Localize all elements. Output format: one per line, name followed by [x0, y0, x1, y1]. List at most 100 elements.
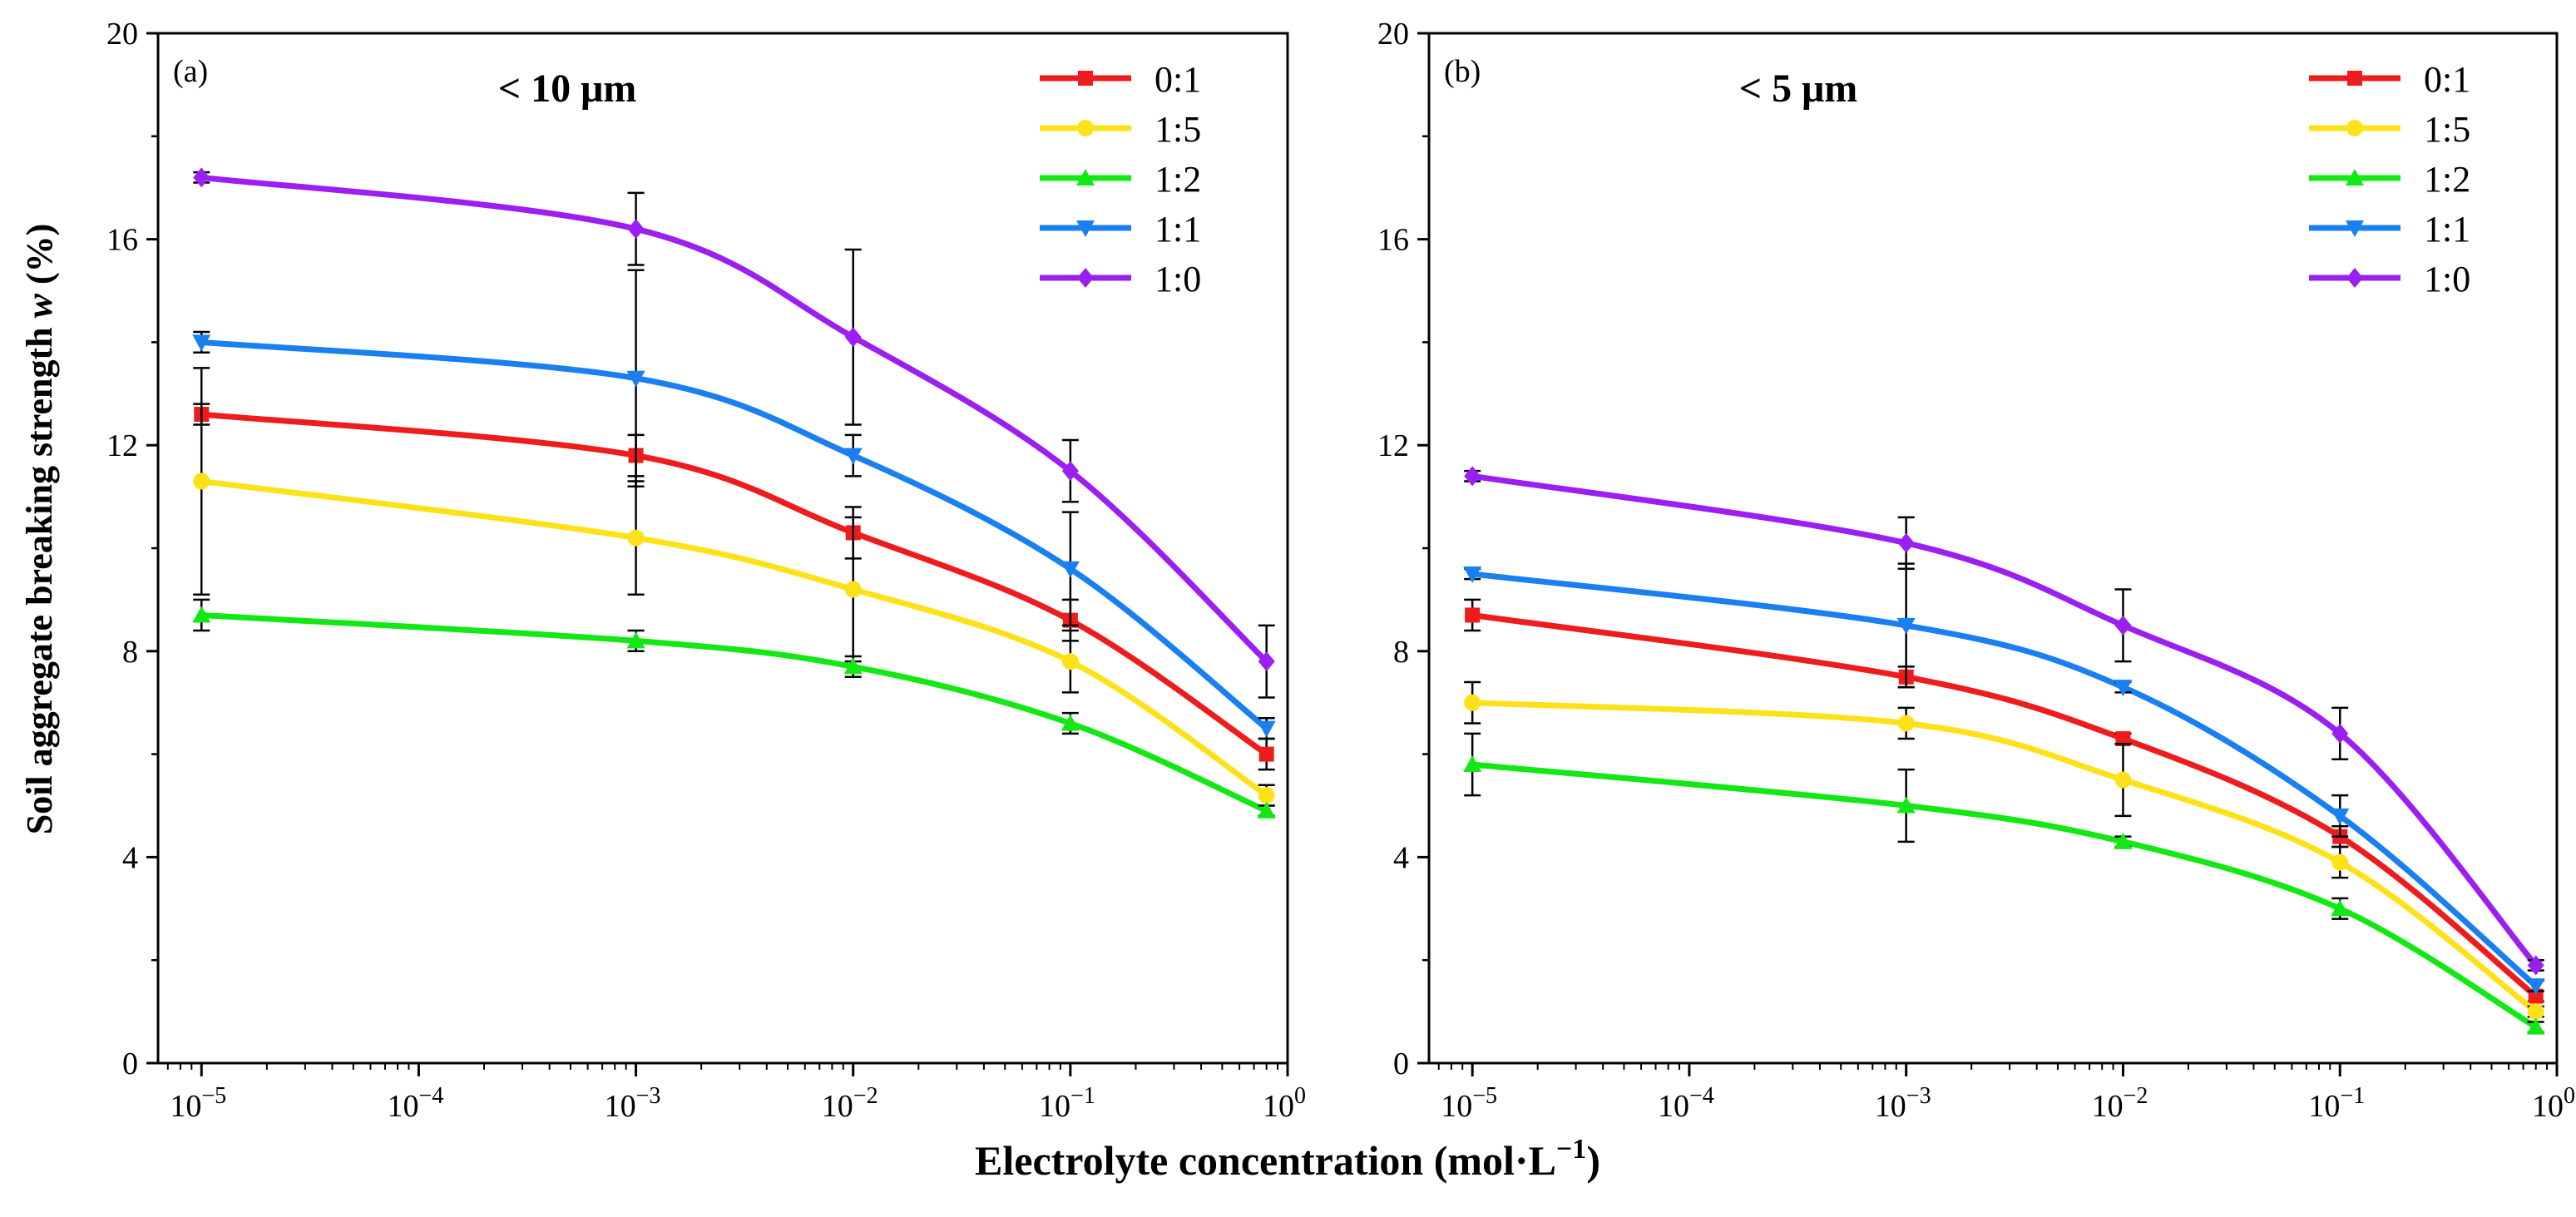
- legend-marker: [2347, 71, 2362, 86]
- data-point: [1463, 754, 1482, 772]
- legend-marker: [1077, 268, 1094, 288]
- legend-item: 1:1: [1040, 209, 1201, 250]
- data-point: [626, 370, 645, 388]
- x-tick-label: 10−5: [1441, 1083, 1497, 1124]
- series-line: [1469, 700, 2539, 1015]
- data-point: [2331, 808, 2350, 825]
- data-point: [2114, 680, 2133, 697]
- data-point: [1896, 617, 1916, 635]
- y-tick-label: 4: [122, 840, 138, 875]
- y-tick-label: 20: [106, 17, 138, 52]
- legend-item: 1:0: [2309, 259, 2470, 299]
- series-1-0: [1464, 466, 2544, 976]
- legend-item: 1:5: [2309, 109, 2470, 150]
- data-point: [192, 606, 211, 623]
- x-tick-label: 10−5: [170, 1083, 226, 1124]
- legend-marker: [2346, 120, 2363, 136]
- legend-label: 1:1: [2424, 209, 2470, 250]
- series-line: [198, 612, 1270, 814]
- data-point: [844, 581, 862, 598]
- data-point: [2528, 988, 2544, 1004]
- data-point: [1897, 532, 1915, 553]
- legend-marker: [2346, 268, 2363, 288]
- series-1-5: [193, 367, 1275, 807]
- data-point: [2527, 955, 2544, 976]
- x-tick-label: 10−3: [1875, 1083, 1931, 1124]
- data-point: [627, 529, 645, 547]
- y-tick-label: 8: [122, 635, 138, 670]
- y-tick-label: 4: [1393, 840, 1409, 875]
- series-line: [198, 339, 1270, 732]
- legend-label: 0:1: [2424, 59, 2470, 100]
- data-point: [2114, 615, 2132, 636]
- legend-label: 1:0: [2424, 259, 2470, 299]
- data-point: [1464, 466, 1481, 487]
- data-point: [2331, 723, 2349, 744]
- series-1-1: [192, 269, 1276, 740]
- panel-b: 0 4 8 12 16 20 10−5 10−4 10−3 10−2 10−1 100 (b) < 5 μ…: [1377, 17, 2575, 1124]
- legend: 0:1 1:5 1:2 1:1 1:0: [2309, 59, 2470, 299]
- legend-item: 1:5: [1040, 109, 1201, 150]
- y-tick-label: 12: [106, 428, 138, 463]
- y-tick-label: 0: [1393, 1046, 1409, 1081]
- legend-label: 1:2: [2424, 159, 2470, 200]
- series-line: [1469, 761, 2539, 1031]
- legend-marker: [1076, 220, 1095, 237]
- legend-item: 0:1: [1040, 59, 1201, 100]
- x-tick-label: 10−2: [822, 1083, 878, 1124]
- series-line: [1469, 571, 2539, 989]
- y-tick-label: 16: [106, 223, 138, 258]
- legend: 0:1 1:5 1:2 1:1 1:0: [1040, 59, 1201, 299]
- data-point: [1463, 566, 1482, 583]
- panel-a: 0 4 8 12 16 20 10−5 10−4 10−3 10−2 10−1 100 (a) < 10 …: [106, 17, 1306, 1124]
- data-point: [843, 657, 863, 675]
- data-point: [2114, 771, 2132, 789]
- data-point: [1257, 720, 1276, 738]
- y-tick-label: 8: [1393, 635, 1409, 670]
- y-tick-label: 16: [1377, 223, 1409, 258]
- data-point: [1464, 694, 1481, 711]
- data-point: [1896, 796, 1916, 814]
- x-tick-label: 10−1: [1039, 1083, 1095, 1124]
- series-line: [1469, 472, 2539, 968]
- panel-title: < 10 μm: [498, 67, 637, 111]
- series-1-2: [192, 598, 1276, 819]
- data-point: [1258, 651, 1275, 672]
- data-point: [1897, 715, 1915, 732]
- panel-label: (a): [173, 54, 208, 89]
- data-point: [192, 334, 211, 352]
- series-line: [1469, 612, 2539, 999]
- data-point: [193, 472, 210, 490]
- data-point: [844, 327, 862, 348]
- legend-label: 1:1: [1155, 209, 1201, 250]
- legend-label: 0:1: [1155, 59, 1201, 100]
- legend-marker: [1077, 120, 1094, 136]
- legend-label: 1:2: [1155, 159, 1201, 200]
- x-tick-label: 100: [1263, 1083, 1306, 1124]
- x-tick-label: 10−4: [387, 1083, 443, 1124]
- series-line: [198, 411, 1270, 758]
- x-tick-label: 100: [2532, 1083, 2575, 1124]
- data-point: [1257, 801, 1276, 819]
- legend-marker: [2346, 220, 2364, 237]
- panel-title: < 5 μm: [1739, 67, 1858, 111]
- data-point: [2331, 853, 2349, 871]
- plot-frame: [1427, 32, 2559, 1065]
- data-point: [2115, 731, 2131, 747]
- series-1-2: [1463, 732, 2545, 1035]
- data-point: [193, 167, 210, 188]
- y-axis-label: Soil aggregate breaking strength w (%): [19, 224, 60, 835]
- data-point: [2527, 1003, 2544, 1021]
- series-0-1: [193, 403, 1275, 771]
- data-point: [626, 631, 645, 649]
- data-point: [627, 219, 645, 240]
- y-tick-label: 0: [122, 1046, 138, 1081]
- panel-label: (b): [1444, 54, 1481, 89]
- data-point: [1061, 561, 1080, 578]
- data-point: [2114, 832, 2133, 849]
- data-point: [1061, 653, 1079, 670]
- legend-label: 1:5: [1155, 109, 1201, 150]
- data-point: [2526, 978, 2545, 996]
- x-axis-label: Electrolyte concentration (mol·L−1): [975, 1134, 1600, 1184]
- data-point: [1465, 607, 1481, 623]
